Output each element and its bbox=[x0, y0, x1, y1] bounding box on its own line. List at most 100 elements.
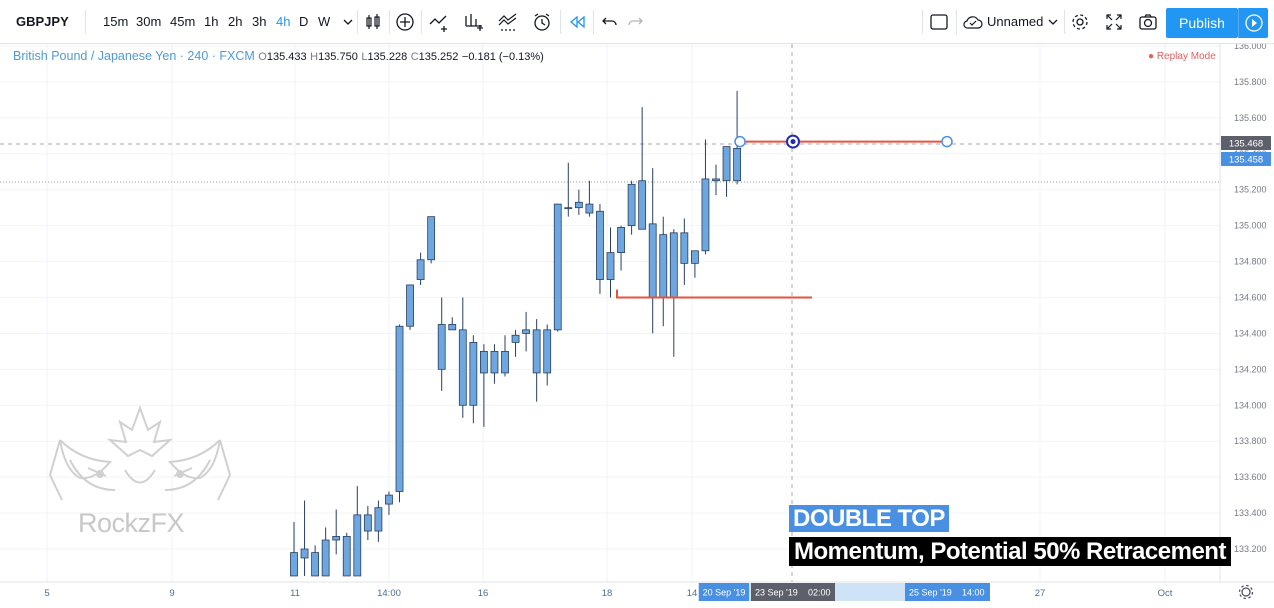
candle bbox=[564, 162, 573, 217]
chevron-down-icon[interactable] bbox=[338, 12, 358, 32]
interval-4h-active[interactable]: 4h bbox=[276, 14, 291, 29]
high-value: 135.750 bbox=[318, 51, 358, 63]
price-label-crosshair: 135.468 bbox=[1229, 139, 1263, 150]
line-handle-right[interactable] bbox=[941, 135, 953, 148]
time-tick: 14 bbox=[687, 588, 698, 599]
crosshair-cursor-dot bbox=[790, 139, 796, 145]
price-tick: 135.600 bbox=[1234, 113, 1267, 123]
candle bbox=[385, 491, 393, 515]
interval-45m[interactable]: 45m bbox=[170, 14, 196, 29]
time-label-3-time: 14:00 bbox=[962, 588, 985, 598]
financials-icon[interactable] bbox=[497, 12, 521, 32]
redo-icon[interactable] bbox=[625, 12, 645, 32]
price-tick: 133.400 bbox=[1234, 508, 1267, 518]
candle-body bbox=[321, 539, 330, 577]
camera-icon[interactable] bbox=[1138, 12, 1158, 32]
play-button[interactable] bbox=[1238, 8, 1268, 38]
candle-body bbox=[701, 178, 710, 252]
price-tick: 135.200 bbox=[1234, 185, 1267, 195]
time-tick: 9 bbox=[169, 588, 174, 599]
layout-square-icon[interactable] bbox=[929, 12, 949, 32]
replay-rewind-icon[interactable] bbox=[567, 12, 587, 32]
time-axis-bg bbox=[0, 582, 1274, 608]
candle-body bbox=[574, 201, 583, 209]
price-tick: 134.600 bbox=[1234, 293, 1267, 303]
candle-body bbox=[395, 325, 404, 492]
publish-button[interactable]: Publish bbox=[1166, 8, 1238, 38]
add-indicator-icon[interactable] bbox=[395, 12, 415, 32]
candles-icon[interactable] bbox=[363, 12, 383, 32]
candle-body bbox=[543, 329, 552, 374]
candle bbox=[469, 335, 478, 424]
candle-body bbox=[501, 350, 509, 374]
candle-body bbox=[427, 216, 436, 261]
alert-clock-icon[interactable] bbox=[532, 12, 552, 32]
interval-30m[interactable]: 30m bbox=[136, 14, 162, 29]
top-toolbar: GBPJPY 15m 30m 45m 1h 2h 3h 4h D W Unnam… bbox=[0, 0, 1274, 44]
interval-3h[interactable]: 3h bbox=[252, 14, 267, 29]
candle bbox=[332, 509, 341, 555]
divider bbox=[1064, 10, 1065, 34]
price-axis-bg bbox=[1220, 44, 1274, 582]
candle-body bbox=[406, 284, 414, 327]
divider bbox=[560, 10, 561, 34]
gear-icon[interactable] bbox=[1238, 584, 1254, 600]
indicators-icon[interactable] bbox=[462, 12, 486, 32]
settings-gear-icon[interactable] bbox=[1070, 12, 1090, 32]
price-label-last: 135.458 bbox=[1229, 155, 1263, 166]
time-label-1: 20 Sep '19 bbox=[703, 588, 746, 598]
open-value: 135.433 bbox=[266, 51, 307, 63]
undo-icon[interactable] bbox=[600, 12, 620, 32]
symbol-search[interactable]: GBPJPY bbox=[16, 14, 69, 29]
candle bbox=[585, 180, 594, 217]
chevron-down-icon[interactable] bbox=[1043, 12, 1063, 32]
price-tick: 133.600 bbox=[1234, 472, 1267, 482]
candle bbox=[701, 139, 710, 255]
candle-body bbox=[385, 494, 393, 505]
interval-2h[interactable]: 2h bbox=[228, 14, 243, 29]
close-label: C bbox=[410, 51, 419, 63]
candle bbox=[627, 180, 636, 235]
candle-body bbox=[606, 252, 615, 280]
candle bbox=[479, 344, 488, 427]
price-tick: 135.800 bbox=[1234, 77, 1267, 87]
layout-name[interactable]: Unnamed bbox=[987, 14, 1044, 29]
candle bbox=[648, 168, 657, 334]
price-axis[interactable]: 136.000135.800135.600135.400135.200135.0… bbox=[1234, 41, 1267, 554]
line-handle-left[interactable] bbox=[734, 135, 746, 148]
interval-w[interactable]: W bbox=[318, 14, 331, 29]
time-label-3-bg bbox=[905, 583, 990, 601]
candle-body bbox=[638, 180, 647, 230]
drawings[interactable] bbox=[616, 134, 953, 299]
watermark-text: RockzFX bbox=[78, 508, 185, 538]
time-label-2-time: 02:00 bbox=[808, 588, 831, 598]
candle-body bbox=[659, 234, 668, 298]
interval-d[interactable]: D bbox=[299, 14, 309, 29]
interval-1h[interactable]: 1h bbox=[204, 14, 219, 29]
candle-body bbox=[691, 250, 699, 264]
candle bbox=[543, 324, 552, 386]
candle bbox=[712, 164, 720, 196]
candle bbox=[437, 297, 446, 391]
low-label: L bbox=[361, 51, 368, 63]
fullscreen-icon[interactable] bbox=[1104, 12, 1124, 32]
candle-body bbox=[712, 178, 720, 182]
divider bbox=[85, 10, 86, 34]
compare-icon[interactable] bbox=[428, 12, 452, 32]
candle-body bbox=[311, 552, 320, 577]
candle bbox=[511, 329, 520, 357]
support-line[interactable] bbox=[616, 289, 812, 299]
symbol-title[interactable]: British Pound / Japanese Yen · 240 · FXC… bbox=[13, 49, 255, 63]
momentum-annotation: Momentum, Potential 50% Retracement bbox=[789, 537, 1231, 566]
candle-body bbox=[511, 334, 520, 343]
candle bbox=[406, 284, 414, 330]
interval-15m[interactable]: 15m bbox=[103, 14, 129, 29]
cloud-check-icon bbox=[963, 16, 983, 29]
candle-body bbox=[733, 147, 741, 182]
candle bbox=[532, 319, 541, 402]
candle bbox=[606, 227, 615, 298]
time-axis[interactable]: 5 9 11 14:00 16 18 14 27 Oct bbox=[44, 588, 1172, 599]
candle bbox=[448, 317, 457, 331]
